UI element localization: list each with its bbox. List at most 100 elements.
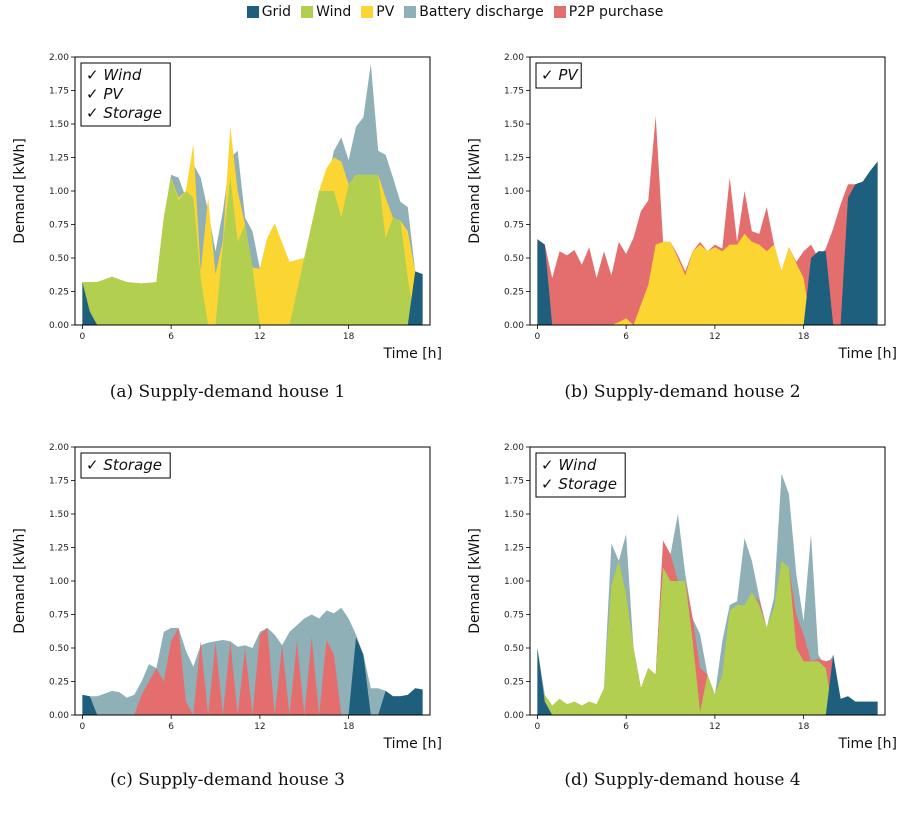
legend-label: Wind bbox=[316, 4, 352, 20]
chart-house-2: 0.00 0.25 0.50 0.75 1.00 1.25 1.50 1.75 2.00 0 6 12… bbox=[467, 53, 897, 362]
feature-badge-line: ✓ PV bbox=[86, 85, 124, 103]
x-axis-label: Time [h] bbox=[382, 346, 442, 362]
caption-house-3: (c) Supply-demand house 3 bbox=[110, 770, 345, 790]
feature-badge-line: ✓ Storage bbox=[86, 456, 162, 474]
area-pv bbox=[537, 233, 878, 325]
legend-swatch bbox=[361, 6, 374, 18]
y-tick-label: 0.50 bbox=[504, 644, 524, 654]
y-tick-label: 0.50 bbox=[49, 644, 69, 654]
area-wind bbox=[82, 174, 423, 325]
area-grid bbox=[82, 637, 423, 715]
caption-house-1: (a) Supply-demand house 1 bbox=[109, 382, 346, 402]
y-tick-label: 0.75 bbox=[504, 221, 524, 231]
y-tick-label: 1.75 bbox=[504, 87, 524, 97]
legend-swatch bbox=[246, 6, 259, 18]
legend-swatch bbox=[301, 6, 314, 18]
chart-house-4: 0.00 0.25 0.50 0.75 1.00 1.25 1.50 1.75 2.00 0 6 12… bbox=[467, 443, 897, 752]
x-axis-label: Time [h] bbox=[837, 736, 897, 752]
area-grid bbox=[537, 648, 878, 715]
y-tick-label: 1.00 bbox=[504, 577, 524, 587]
x-tick-label: 12 bbox=[254, 332, 265, 342]
area-wind bbox=[537, 560, 878, 715]
y-tick-label: 2.00 bbox=[49, 53, 69, 63]
x-tick-label: 12 bbox=[709, 722, 720, 732]
y-tick-label: 0.00 bbox=[49, 321, 69, 331]
y-tick-label: 1.25 bbox=[49, 544, 69, 554]
legend-label: PV bbox=[376, 4, 395, 20]
x-tick-label: 6 bbox=[623, 332, 629, 342]
x-tick-label: 0 bbox=[535, 722, 541, 732]
x-tick-label: 0 bbox=[80, 722, 86, 732]
y-tick-label: 0.25 bbox=[504, 678, 524, 688]
area-p2p-purchase bbox=[82, 627, 423, 715]
feature-badge-line: ✓ Storage bbox=[541, 475, 617, 493]
legend-swatch bbox=[404, 6, 417, 18]
x-tick-label: 6 bbox=[168, 332, 174, 342]
feature-badge-line: ✓ Wind bbox=[541, 456, 597, 474]
feature-badge-line: ✓ PV bbox=[541, 66, 579, 84]
legend: Grid Wind PV Battery discharge P2P purchase bbox=[0, 2, 910, 22]
y-tick-label: 0.25 bbox=[49, 678, 69, 688]
area-battery-discharge bbox=[82, 607, 423, 715]
y-axis-label: Demand [kWh] bbox=[12, 528, 28, 634]
chart-panel-house-2: 0.00 0.25 0.50 0.75 1.00 1.25 1.50 1.75 2.00 0 6 12… bbox=[455, 40, 910, 426]
y-tick-label: 1.25 bbox=[504, 544, 524, 554]
legend-label: Battery discharge bbox=[419, 4, 544, 20]
chart-panel-house-1: 0.00 0.25 0.50 0.75 1.00 1.25 1.50 1.75 2.00 0 6 12… bbox=[0, 40, 455, 426]
x-axis-label: Time [h] bbox=[837, 346, 897, 362]
y-tick-label: 1.25 bbox=[49, 154, 69, 164]
y-tick-label: 0.75 bbox=[49, 611, 69, 621]
y-tick-label: 1.50 bbox=[504, 120, 524, 130]
legend-item-p2p-purchase: P2P purchase bbox=[553, 4, 664, 20]
y-tick-label: 0.00 bbox=[504, 711, 524, 721]
y-tick-label: 0.50 bbox=[49, 254, 69, 264]
y-tick-label: 0.75 bbox=[504, 611, 524, 621]
y-tick-label: 1.50 bbox=[49, 120, 69, 130]
x-axis-label: Time [h] bbox=[382, 736, 442, 752]
y-tick-label: 0.25 bbox=[504, 288, 524, 298]
caption-house-4: (d) Supply-demand house 4 bbox=[564, 770, 801, 790]
x-tick-label: 6 bbox=[168, 722, 174, 732]
y-tick-label: 1.75 bbox=[49, 87, 69, 97]
y-tick-label: 1.75 bbox=[504, 477, 524, 487]
chart-house-1: 0.00 0.25 0.50 0.75 1.00 1.25 1.50 1.75 2.00 0 6 12… bbox=[12, 53, 442, 362]
y-tick-label: 0.25 bbox=[49, 288, 69, 298]
y-tick-label: 1.50 bbox=[504, 510, 524, 520]
feature-badge-line: ✓ Storage bbox=[86, 104, 162, 122]
feature-badge bbox=[80, 452, 171, 479]
y-tick-label: 0.50 bbox=[504, 254, 524, 264]
caption-house-2: (b) Supply-demand house 2 bbox=[564, 382, 801, 402]
y-tick-label: 0.00 bbox=[504, 321, 524, 331]
x-tick-label: 0 bbox=[535, 332, 541, 342]
x-tick-label: 6 bbox=[623, 722, 629, 732]
x-tick-label: 18 bbox=[343, 332, 355, 342]
x-tick-label: 18 bbox=[343, 722, 355, 732]
legend-swatch bbox=[553, 6, 566, 18]
x-tick-label: 18 bbox=[798, 332, 810, 342]
y-axis-label: Demand [kWh] bbox=[467, 528, 483, 634]
chart-house-3: 0.00 0.25 0.50 0.75 1.00 1.25 1.50 1.75 2.00 0 6 12… bbox=[12, 443, 442, 752]
legend-label: Grid bbox=[261, 4, 292, 20]
y-tick-label: 2.00 bbox=[504, 53, 524, 63]
y-tick-label: 2.00 bbox=[504, 443, 524, 453]
y-tick-label: 1.75 bbox=[49, 477, 69, 487]
legend-item-battery-discharge: Battery discharge bbox=[404, 4, 544, 20]
y-tick-label: 1.25 bbox=[504, 154, 524, 164]
x-tick-label: 18 bbox=[798, 722, 810, 732]
y-tick-label: 1.00 bbox=[49, 187, 69, 197]
legend-label: P2P purchase bbox=[568, 4, 664, 20]
y-tick-label: 1.00 bbox=[504, 187, 524, 197]
y-tick-label: 0.75 bbox=[49, 221, 69, 231]
x-tick-label: 0 bbox=[80, 332, 86, 342]
feature-badge-line: ✓ Wind bbox=[86, 66, 142, 84]
legend-item-pv: PV bbox=[361, 4, 394, 20]
y-tick-label: 0.00 bbox=[49, 711, 69, 721]
legend-item-wind: Wind bbox=[301, 4, 351, 20]
y-axis-label: Demand [kWh] bbox=[467, 138, 483, 244]
y-tick-label: 1.00 bbox=[49, 577, 69, 587]
x-tick-label: 12 bbox=[709, 332, 720, 342]
y-tick-label: 2.00 bbox=[49, 443, 69, 453]
area-grid bbox=[537, 161, 878, 325]
feature-badge bbox=[535, 452, 626, 498]
feature-badge bbox=[80, 62, 171, 127]
